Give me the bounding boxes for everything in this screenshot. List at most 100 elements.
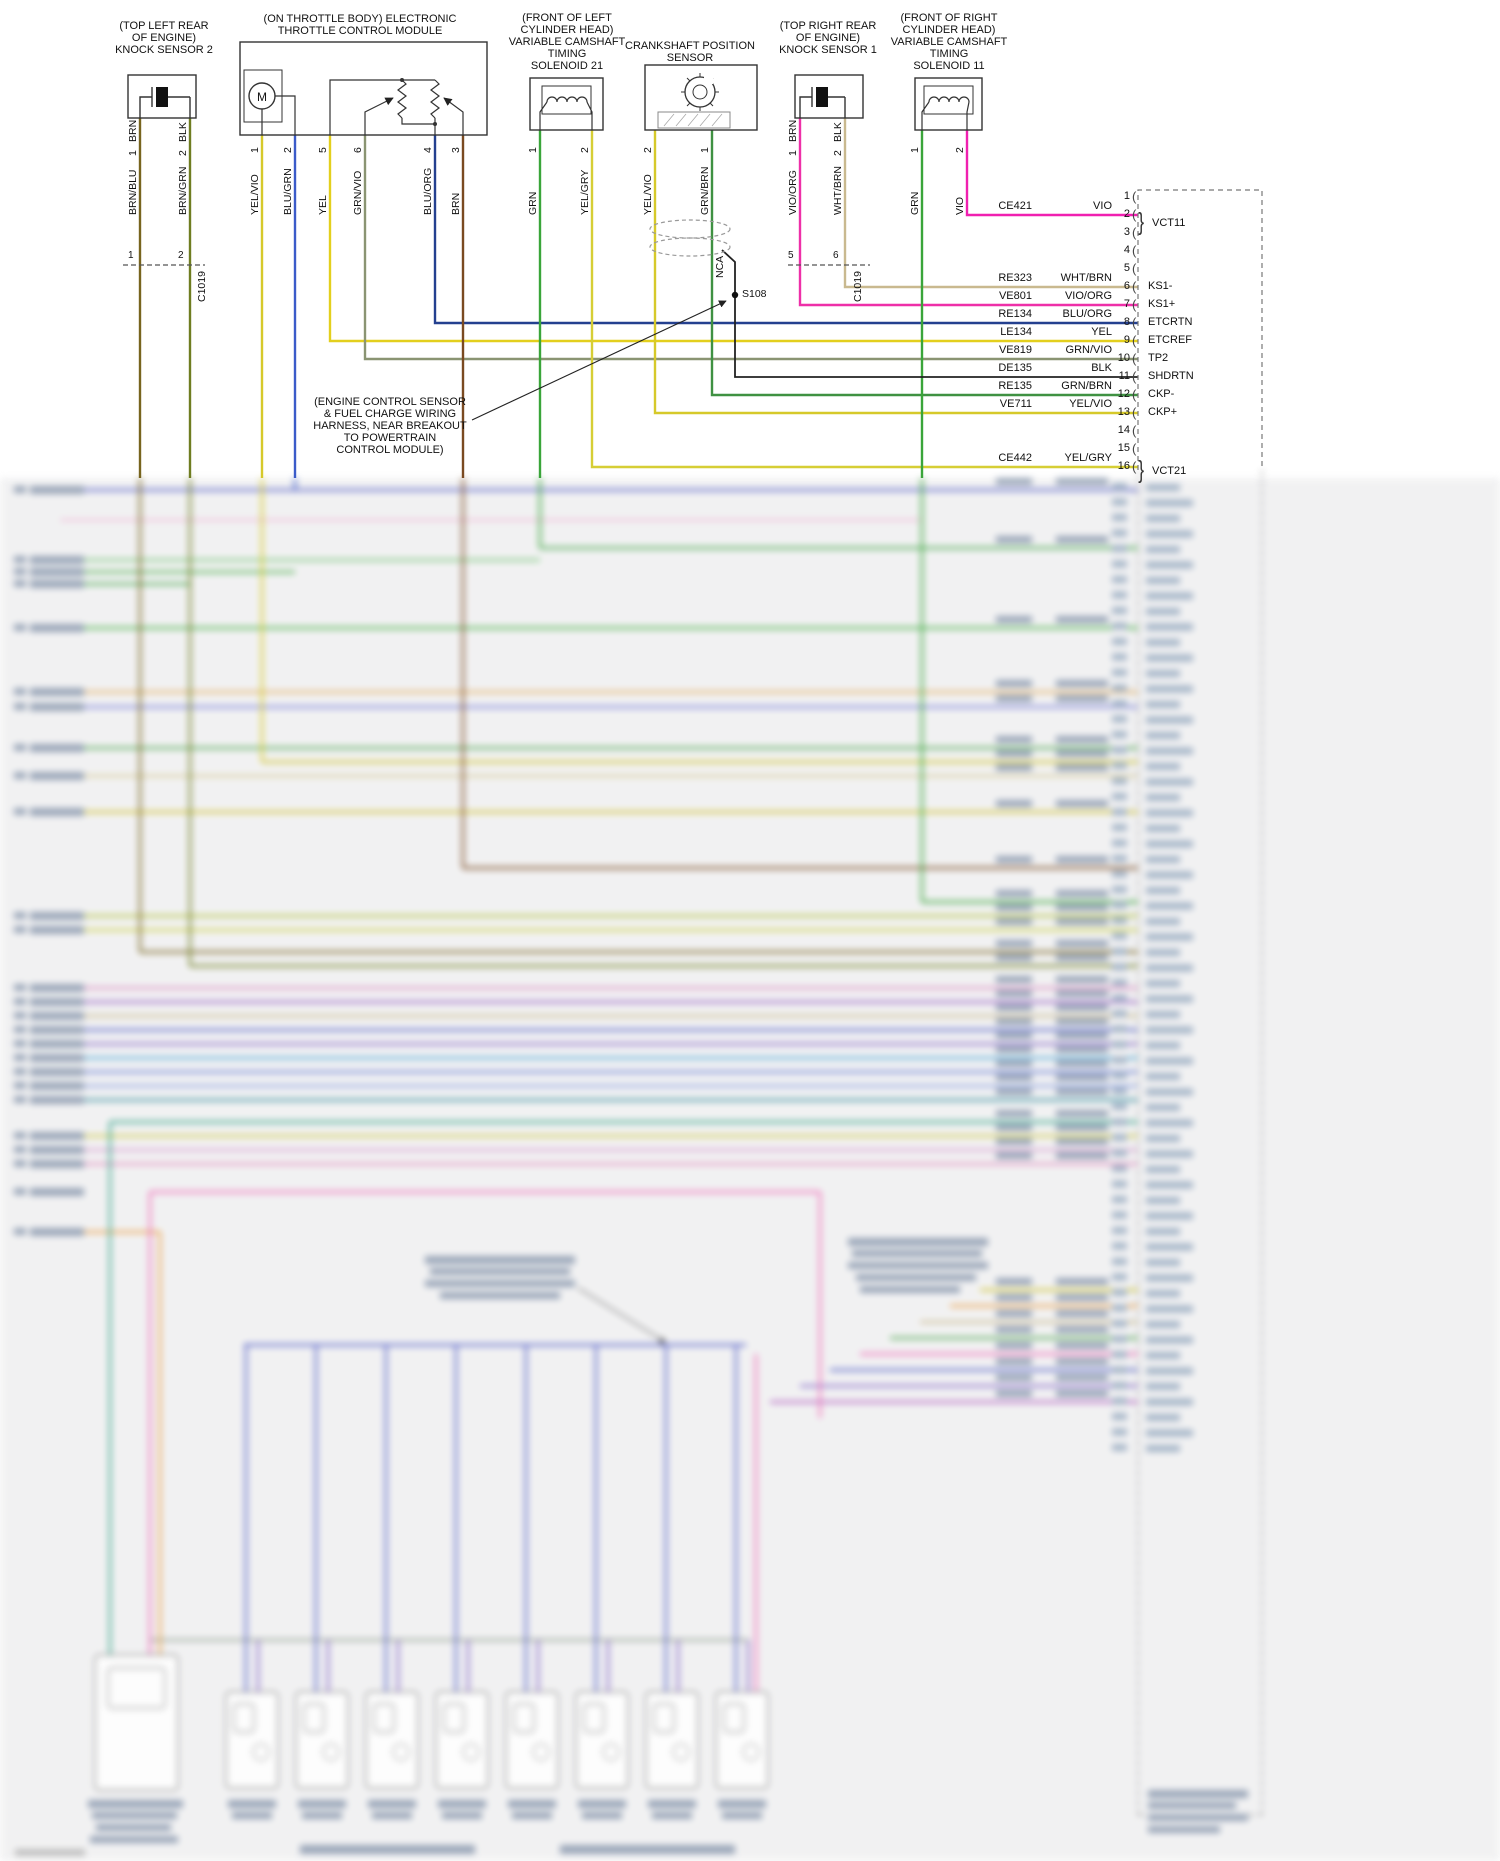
pcm-signal-label: TP2: [1148, 352, 1169, 364]
harness-note: CONTROL MODULE): [336, 444, 444, 456]
pcm-pin-number: 7: [1123, 298, 1130, 310]
knock2-title: (TOP LEFT REAR: [119, 20, 209, 32]
pcm-circuit-id: CE421: [998, 200, 1032, 212]
harness-note: (ENGINE CONTROL SENSOR: [314, 396, 466, 408]
pcm-wire-color: YEL/VIO: [1069, 398, 1112, 410]
pcm-wire-color: GRN/BRN: [1061, 380, 1112, 392]
pcm-circuit-id: RE134: [998, 308, 1032, 320]
wire-pin: 1: [699, 147, 711, 153]
pcm-wire-color: GRN/VIO: [1065, 344, 1112, 356]
pcm-pin-socket: (: [1132, 261, 1137, 276]
knock2-title: KNOCK SENSOR 2: [115, 44, 213, 56]
wire: [433, 135, 1138, 325]
vct21-title: VARIABLE CAMSHAFT: [508, 36, 626, 48]
wire-label: VIO/ORG: [787, 170, 799, 215]
wire-label: BLU/ORG: [422, 167, 434, 215]
harness-note: TO POWERTRAIN: [343, 432, 437, 444]
pcm-signal-label: CKP-: [1148, 388, 1175, 400]
pcm-pin-socket: (: [1132, 207, 1137, 222]
pcm-signal-label: KS1-: [1148, 280, 1173, 292]
wire: [721, 249, 1138, 378]
pcm-circuit-id: VE711: [999, 398, 1032, 410]
c1019-cavity: 1: [128, 250, 134, 261]
pcm-signal-label: CKP+: [1148, 406, 1178, 418]
knock1-title: KNOCK SENSOR 1: [779, 44, 877, 56]
wire-label: BRN: [127, 119, 139, 142]
c1019-cavity: 5: [788, 250, 794, 261]
wire-label: VIO: [954, 196, 966, 215]
wire-label: YEL/GRY: [579, 169, 591, 215]
twisted-pair-shield: [649, 219, 731, 257]
wire-label: BLK: [832, 122, 844, 142]
ckp-sensor-symbol: [644, 64, 758, 131]
pcm-signal-label: KS1+: [1148, 298, 1176, 310]
wire-label: YEL/VIO: [642, 174, 654, 215]
wire-pin: 2: [642, 147, 654, 153]
vct11-title: TIMING: [929, 48, 969, 60]
pcm-pin-socket: (: [1132, 351, 1137, 366]
vct-solenoid-11-symbol: [914, 77, 983, 131]
ckp-title: SENSOR: [666, 52, 714, 64]
pcm-pin-socket: (: [1132, 297, 1137, 312]
motor-symbol-label: M: [257, 90, 267, 104]
blurred-wires: [14, 478, 1248, 1856]
vct11-title: (FRONT OF RIGHT: [900, 12, 998, 24]
wire-pin: 1: [249, 147, 261, 153]
wire: [590, 130, 1138, 469]
harness-note: & FUEL CHARGE WIRING: [323, 408, 457, 420]
wire-label: BLU/GRN: [282, 168, 294, 215]
pcm-pin-socket: (: [1132, 315, 1137, 330]
vct-solenoid-21-symbol: [529, 77, 604, 131]
pcm-pin-number: 10: [1117, 352, 1130, 364]
c1019-cavity: 2: [178, 250, 184, 261]
pcm-wire-color: WHT/BRN: [1060, 272, 1112, 284]
pcm-pin-number: 4: [1123, 244, 1130, 256]
pcm-pin-number: 1: [1123, 190, 1130, 202]
wire-label: BRN: [450, 192, 462, 215]
pcm-pin-socket: (: [1132, 279, 1137, 294]
pcm-brace: }: [1138, 456, 1145, 484]
pcm-pin-number: 6: [1123, 280, 1130, 292]
pcm-signal-label: ETCRTN: [1148, 316, 1193, 328]
c1019-label: C1019: [196, 271, 208, 302]
etc-title: (ON THROTTLE BODY) ELECTRONIC: [263, 13, 457, 25]
pcm-pin-socket: (: [1132, 225, 1137, 240]
pcm-pin-socket: (: [1132, 441, 1137, 456]
wire-label: YEL/VIO: [249, 174, 261, 215]
pcm-wire-color: BLK: [1091, 362, 1112, 374]
wire: [363, 135, 1138, 361]
pcm-pin-socket: (: [1132, 459, 1137, 474]
wire-pin: 3: [450, 147, 462, 153]
knock1-title: OF ENGINE): [795, 32, 861, 44]
pcm-pin-number: 15: [1117, 442, 1130, 454]
wire: [710, 130, 1138, 397]
wire-pin: 1: [127, 150, 139, 156]
etc-module-symbol: M: [239, 41, 488, 136]
pcm-circuit-id: CE442: [998, 452, 1032, 464]
knock1-title: (TOP RIGHT REAR: [779, 20, 877, 32]
etc-title: THROTTLE CONTROL MODULE: [277, 25, 443, 37]
wire-pin: 6: [352, 147, 364, 153]
note-arrow: [471, 300, 727, 421]
wire-label: GRN: [909, 191, 921, 215]
pcm-pin-number: 9: [1123, 334, 1130, 346]
pcm-brace: }: [1138, 208, 1145, 236]
wire-pin: 1: [527, 147, 539, 153]
pcm-circuit-id: DE135: [998, 362, 1032, 374]
wire-label: BLK: [177, 122, 189, 142]
vct11-title: VARIABLE CAMSHAFT: [890, 36, 1008, 48]
pcm-wire-color: YEL/GRY: [1064, 452, 1113, 464]
wire-pin: 2: [282, 147, 294, 153]
wire-pin: 4: [422, 147, 434, 153]
pcm-pin-socket: (: [1132, 243, 1137, 258]
pcm-pin-number: 13: [1117, 406, 1130, 418]
pcm-signal-label: VCT21: [1152, 465, 1187, 477]
pcm-pin-socket: (: [1132, 387, 1137, 402]
wire: [328, 135, 1138, 343]
pcm-circuit-id: VE819: [998, 344, 1032, 356]
wire-label: GRN/BRN: [699, 166, 711, 215]
s108-label: S108: [742, 288, 767, 300]
wire-pin: 2: [832, 150, 844, 156]
